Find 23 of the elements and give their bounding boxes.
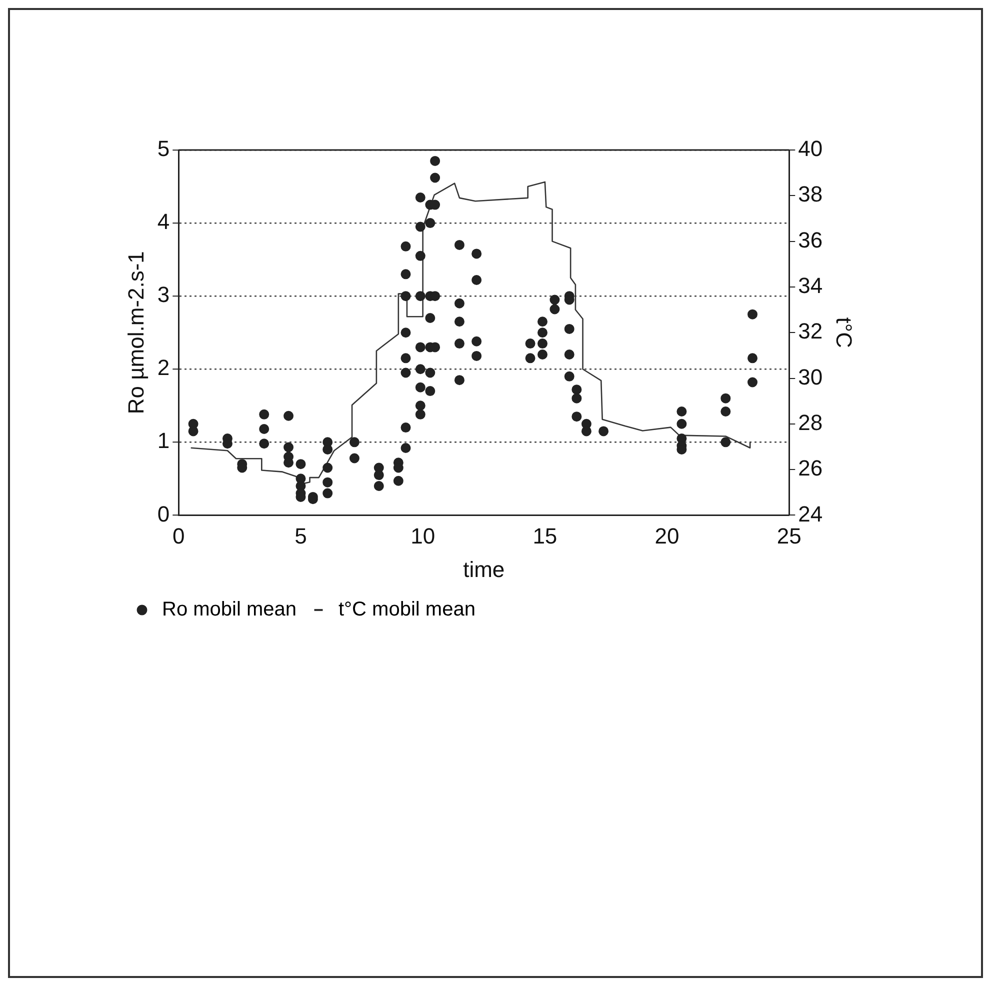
legend-label: Ro mobil mean	[162, 598, 297, 621]
y2-tick-label: 32	[798, 318, 823, 344]
y2-tick-label: 36	[798, 227, 823, 252]
y-tick-label: 0	[157, 501, 170, 526]
legend-label: t°C mobil mean	[338, 598, 476, 621]
y-tick-label: 5	[157, 136, 170, 162]
y2-tick-label: 40	[798, 136, 823, 162]
x-tick-label: 20	[654, 523, 680, 548]
y-tick-label: 1	[157, 428, 170, 454]
y-axis-title: Ro µmol.m-2.s-1	[123, 251, 148, 414]
y2-tick-label: 34	[798, 273, 823, 298]
x-tick-label: 15	[532, 523, 558, 548]
y-tick-label: 3	[157, 282, 170, 308]
y2-tick-label: 28	[798, 410, 823, 435]
y2-axis-title: t°C	[832, 317, 857, 348]
y-tick-label: 2	[157, 355, 170, 380]
x-tick-label: 5	[294, 523, 307, 548]
y2-tick-label: 38	[798, 182, 823, 207]
y-tick-label: 4	[157, 209, 170, 234]
x-axis-title: time	[463, 556, 505, 582]
y2-tick-label: 30	[798, 364, 823, 390]
x-tick-label: 10	[410, 523, 436, 548]
y2-tick-label: 26	[798, 456, 823, 481]
